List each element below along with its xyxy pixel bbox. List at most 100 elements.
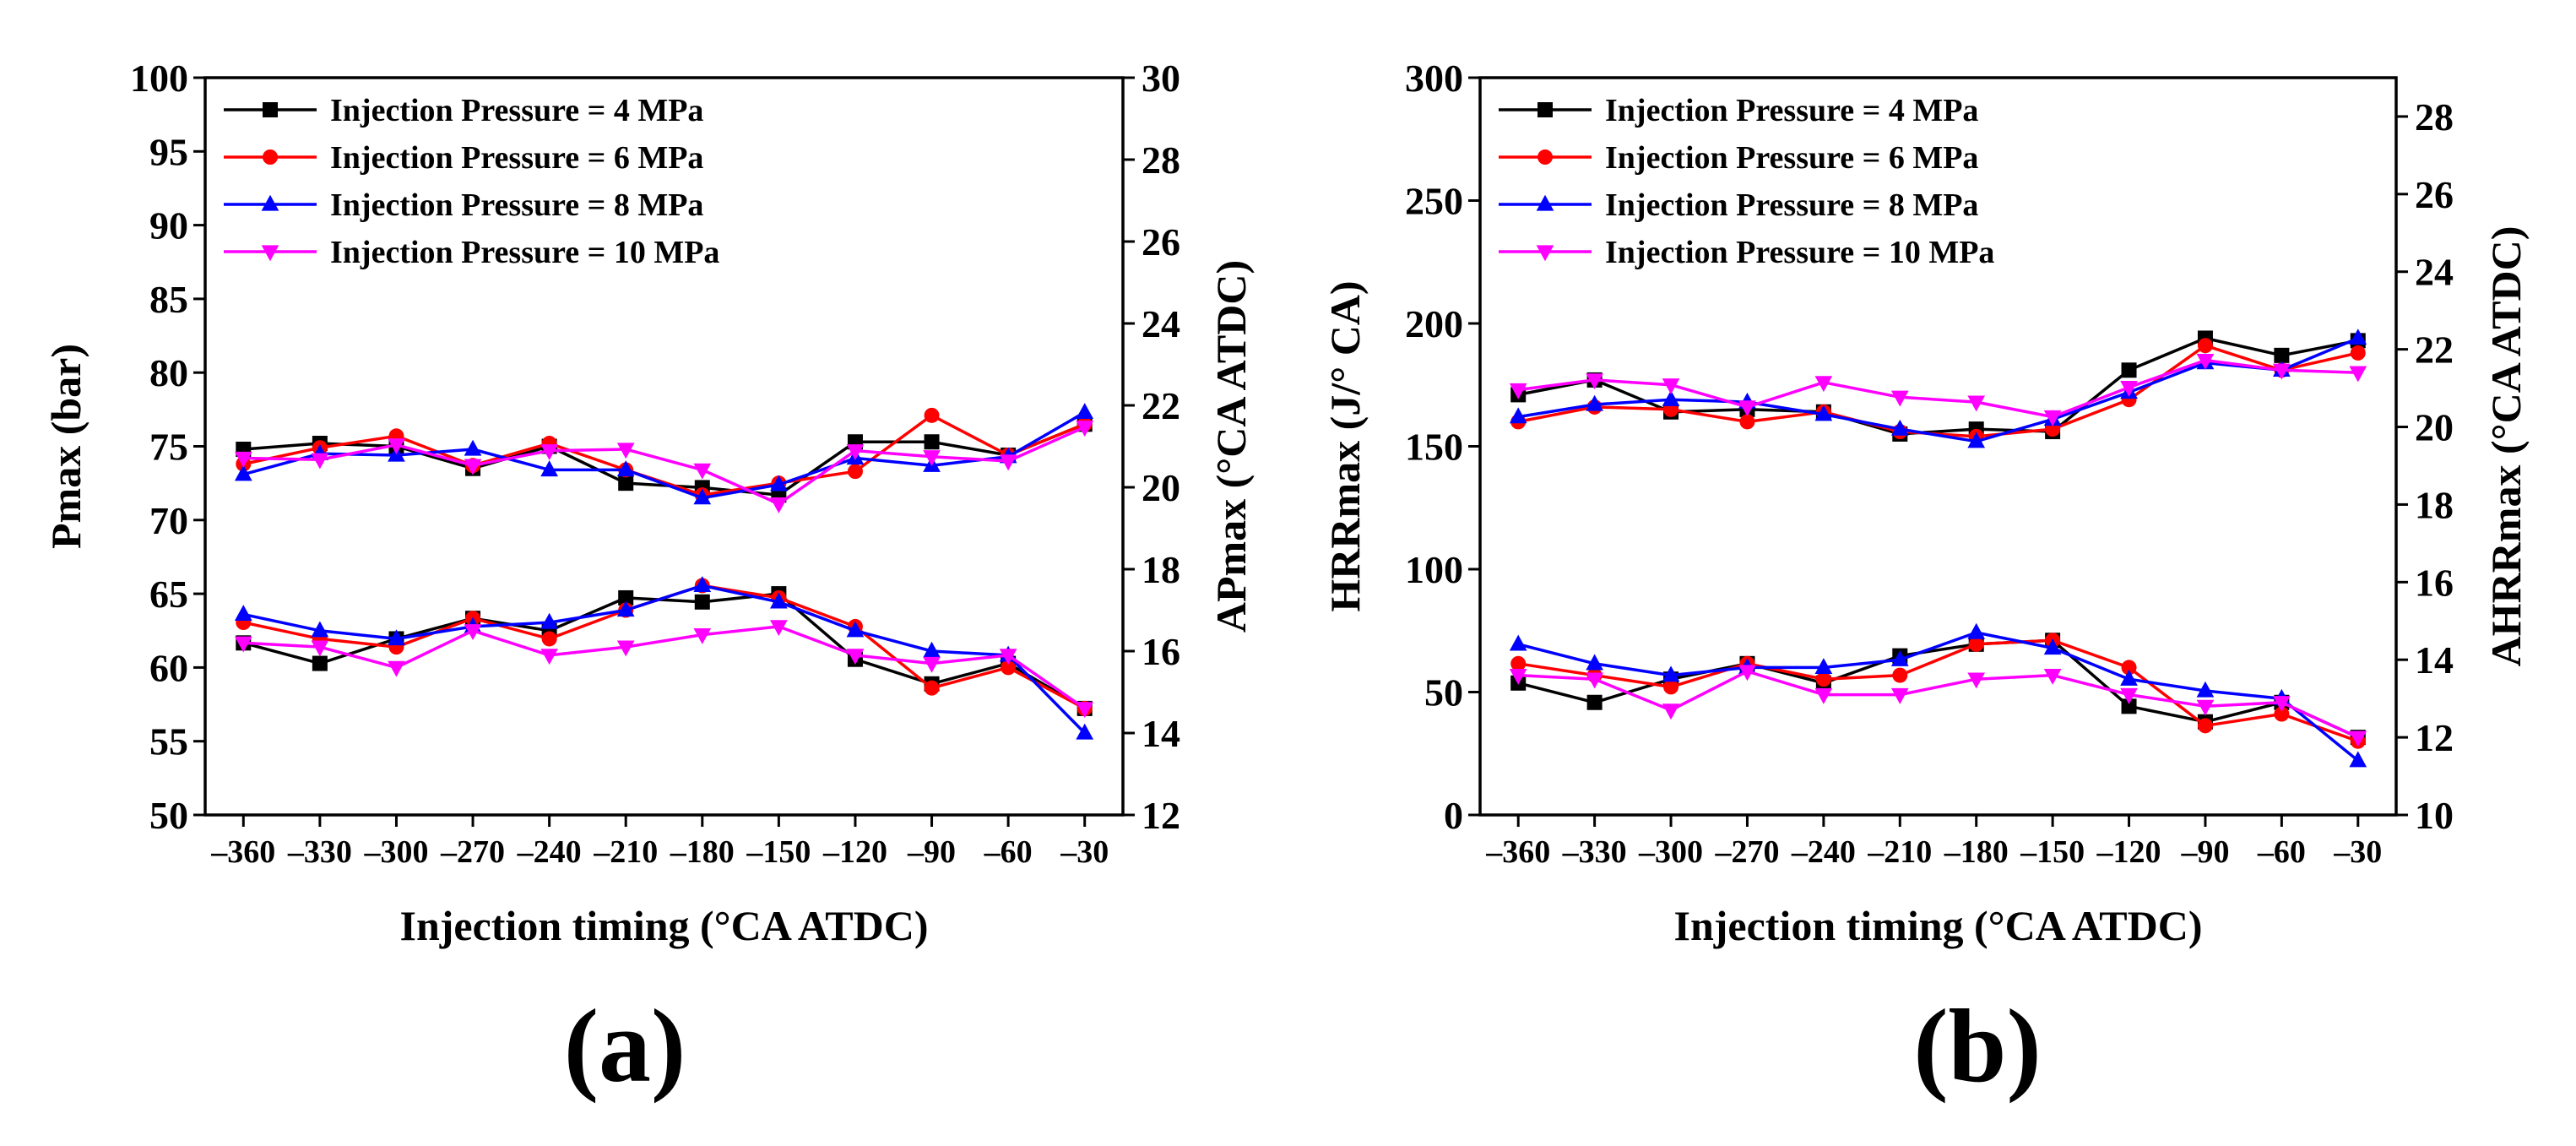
a-ytick-right-label: 16 [1142,630,1180,673]
b-data-point-hrrmax-8mpa [1509,407,1527,424]
a-ytick-left-label: 85 [149,278,188,321]
b-data-point-ahrrmax-10mpa [1738,665,1756,682]
a-series-line-apmax-8mpa [242,584,1086,735]
a-data-point-apmax-8mpa [1076,723,1094,740]
b-panel-label: (b) [1913,988,2042,1104]
panel-b-chart: 0 50 100 150 200 250 300 10 12 14 16 18 20 22 24 26 28 –3… [1321,57,2530,1104]
b-series-line-ahrrmax-10mpa [1518,670,2359,739]
b-data-point-ahrrmax-6mpa [2197,718,2213,734]
a-x-axis-title: Injection timing (°CA ATDC) [399,902,928,949]
b-y-axis-title-right: AHRRmax (°CA ATDC) [2482,226,2530,667]
b-data-point-ahrrmax-10mpa [1509,668,1527,685]
b-data-point-ahrrmax-10mpa [1967,672,1986,689]
b-data-point-ahrrmax-10mpa [1662,703,1680,720]
b-data-point-hrrmax-10mpa [2196,354,2215,370]
b-data-point-ahrrmax-6mpa [1815,671,1831,687]
a-ytick-left-label: 80 [149,351,188,394]
b-xtick-label: –330 [1562,834,1627,870]
a-ytick-left-label: 100 [130,57,188,100]
b-data-point-ahrrmax-10mpa [1586,672,1603,689]
b-ytick-left-label: 200 [1405,302,1463,345]
a-ytick-right-label: 28 [1142,138,1180,182]
b-data-point-ahrrmax-10mpa [2273,696,2291,713]
b-data-point-hrrmax-4mpa [2274,347,2290,363]
a-data-point-apmax-6mpa [541,631,557,647]
b-legend-entry: Injection Pressure = 8 MPa [1605,187,1978,223]
a-ytick-right-label: 22 [1142,384,1180,427]
a-xtick-label: –210 [593,834,658,870]
a-data-point-pmax-10mpa [1076,421,1094,437]
b-legend-marker [1536,245,1554,262]
a-data-point-apmax-10mpa [999,649,1017,665]
a-ytick-right-label: 20 [1142,466,1180,509]
b-data-point-hrrmax-10mpa [1814,376,1833,393]
a-data-point-pmax-4mpa [924,434,940,450]
b-ytick-right-label: 24 [2415,251,2454,294]
b-xtick-label: –60 [2257,834,2306,870]
a-xtick-label: –330 [287,834,352,870]
a-data-point-pmax-8mpa [770,475,788,492]
b-ytick-left-label: 300 [1405,57,1463,100]
a-data-point-pmax-10mpa [770,497,788,513]
b-data-point-hrrmax-10mpa [1586,373,1603,390]
a-legend-entry: Injection Pressure = 10 MPa [330,235,719,270]
b-data-point-hrrmax-10mpa [1967,395,1986,412]
a-data-point-apmax-8mpa [770,592,788,609]
a-data-point-apmax-8mpa [846,621,865,638]
a-y-axis-title-right: APmax (°CA ATDC) [1207,260,1255,633]
b-data-point-hrrmax-10mpa [2120,381,2138,397]
a-series-line-pmax-10mpa [243,426,1086,506]
a-data-point-apmax-10mpa [770,620,788,637]
b-data-point-ahrrmax-10mpa [2043,668,2062,685]
a-data-point-apmax-6mpa [924,680,940,696]
a-ytick-left-label: 50 [149,794,188,837]
a-ytick-left-label: 70 [149,499,188,542]
b-series-line-hrrmax-8mpa [1517,336,2359,443]
b-legend-entry: Injection Pressure = 6 MPa [1605,140,1978,176]
b-ytick-left-label: 100 [1405,548,1463,591]
b-series-line-hrrmax-4mpa [1517,336,2359,436]
b-xtick-label: –270 [1714,834,1779,870]
a-xtick-label: –360 [210,834,275,870]
b-data-point-ahrrmax-8mpa [1662,665,1680,682]
a-data-point-apmax-4mpa [694,594,710,610]
b-ytick-left-label: 50 [1424,671,1463,714]
b-xtick-label: –240 [1791,834,1856,870]
a-data-point-pmax-10mpa [693,463,712,480]
b-legend-entry: Injection Pressure = 4 MPa [1605,93,1978,128]
a-data-point-apmax-8mpa [540,612,558,629]
b-legend-entry: Injection Pressure = 10 MPa [1605,235,1994,270]
b-data-point-ahrrmax-8mpa [1509,634,1527,651]
b-data-point-ahrrmax-8mpa [2196,681,2215,698]
b-data-point-hrrmax-6mpa [2197,338,2213,354]
a-data-point-pmax-8mpa [464,439,482,456]
b-data-point-hrrmax-8mpa [1890,419,1909,436]
b-data-point-ahrrmax-6mpa [1510,655,1527,671]
a-data-point-pmax-8mpa [693,488,712,505]
a-data-point-apmax-10mpa [923,656,941,673]
b-xtick-label: –150 [2020,834,2085,870]
a-data-point-apmax-10mpa [464,624,482,640]
a-data-point-apmax-10mpa [616,640,635,657]
a-data-point-pmax-6mpa [924,407,940,423]
a-data-point-apmax-10mpa [311,640,329,657]
b-data-point-ahrrmax-6mpa [2274,706,2290,722]
a-data-point-pmax-6mpa [847,464,863,480]
a-series-line-pmax-8mpa [242,410,1086,500]
a-series-line-apmax-10mpa [243,625,1086,710]
b-data-point-ahrrmax-6mpa [2121,660,2137,676]
b-legend-marker [1537,149,1553,165]
b-legend-marker [1536,194,1554,211]
a-ytick-right-label: 18 [1142,548,1180,591]
b-series-line-hrrmax-10mpa [1517,358,2358,419]
a-data-point-pmax-8mpa [540,460,558,477]
a-legend-marker [261,194,279,211]
a-ytick-right-label: 30 [1142,57,1180,100]
a-data-point-pmax-10mpa [388,438,405,455]
b-ytick-right-label: 12 [2415,716,2454,759]
a-data-point-apmax-10mpa [846,649,865,665]
a-data-point-apmax-10mpa [693,627,712,644]
b-data-point-ahrrmax-8mpa [2043,638,2062,655]
b-data-point-hrrmax-10mpa [1509,383,1527,399]
a-data-point-pmax-10mpa [464,459,482,475]
